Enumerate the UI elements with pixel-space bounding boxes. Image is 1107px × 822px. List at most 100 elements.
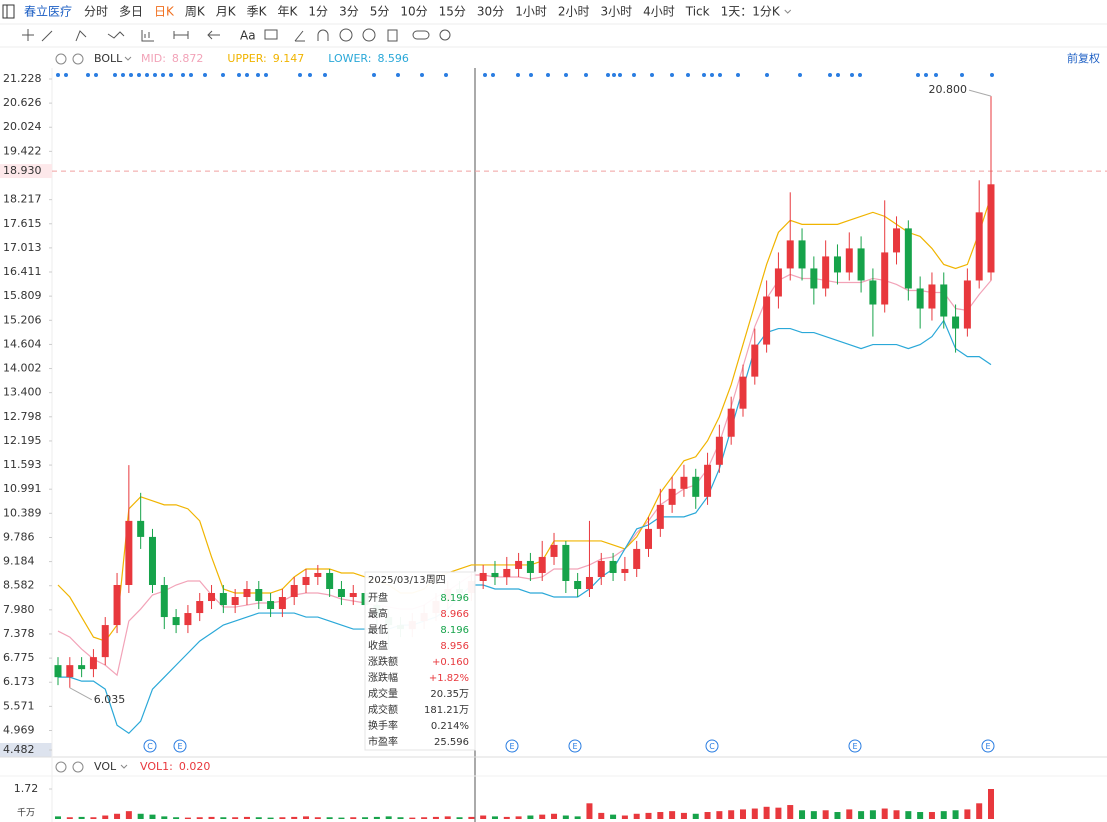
event-dot[interactable] — [483, 73, 487, 77]
event-dot[interactable] — [584, 73, 588, 77]
period-tab[interactable]: 10分 — [400, 5, 427, 19]
event-dot[interactable] — [924, 73, 928, 77]
period-tab[interactable]: 1分 — [308, 5, 328, 19]
event-dot[interactable] — [169, 73, 173, 77]
event-dot[interactable] — [137, 73, 141, 77]
volume-settings[interactable] — [55, 761, 67, 773]
indicator-close[interactable] — [72, 53, 84, 65]
event-dot[interactable] — [372, 73, 376, 77]
period-tab[interactable]: Tick — [685, 5, 710, 19]
event-dot[interactable] — [990, 73, 994, 77]
event-dot[interactable] — [221, 73, 225, 77]
panel-icon[interactable] — [2, 4, 15, 19]
event-marker[interactable] — [848, 739, 862, 753]
event-dot[interactable] — [491, 73, 495, 77]
wave-tool[interactable] — [107, 31, 125, 39]
event-dot[interactable] — [264, 73, 268, 77]
move-tool[interactable] — [22, 29, 34, 41]
path-tool[interactable] — [75, 30, 87, 42]
period-tab[interactable]: 周K — [185, 5, 206, 19]
event-dot[interactable] — [161, 73, 165, 77]
event-dot[interactable] — [686, 73, 690, 77]
event-dot[interactable] — [618, 73, 622, 77]
event-dot[interactable] — [632, 73, 636, 77]
period-tab[interactable]: 多日 — [119, 5, 143, 19]
magnet-tool[interactable] — [317, 29, 329, 41]
event-dot[interactable] — [516, 73, 520, 77]
event-dot[interactable] — [129, 73, 133, 77]
event-dot[interactable] — [121, 73, 125, 77]
event-dot[interactable] — [765, 73, 769, 77]
period-tab[interactable]: 30分 — [477, 5, 504, 19]
event-marker[interactable] — [173, 739, 187, 753]
period-tab[interactable]: 日K — [154, 5, 175, 19]
event-dot[interactable] — [710, 73, 714, 77]
period-tab[interactable]: 15分 — [439, 5, 466, 19]
event-dot[interactable] — [308, 73, 312, 77]
event-dot[interactable] — [181, 73, 185, 77]
period-tab[interactable]: 1天：1分K — [721, 5, 781, 19]
range-tool[interactable] — [173, 31, 189, 39]
event-dot[interactable] — [245, 73, 249, 77]
volume-close[interactable] — [72, 761, 84, 773]
event-dot[interactable] — [189, 73, 193, 77]
event-dot[interactable] — [145, 73, 149, 77]
event-dot[interactable] — [203, 73, 207, 77]
settings-tool[interactable] — [439, 29, 451, 41]
angle-tool[interactable] — [294, 30, 305, 42]
event-dot[interactable] — [960, 73, 964, 77]
period-tab[interactable]: 季K — [247, 5, 268, 19]
event-marker[interactable] — [505, 739, 519, 753]
event-marker[interactable] — [981, 739, 995, 753]
period-tab[interactable]: 年K — [278, 5, 299, 19]
event-dot[interactable] — [420, 73, 424, 77]
event-marker[interactable] — [568, 739, 582, 753]
event-dot[interactable] — [858, 73, 862, 77]
event-dot[interactable] — [113, 73, 117, 77]
event-dot[interactable] — [444, 73, 448, 77]
toggle-tool[interactable] — [412, 30, 430, 40]
period-tab[interactable]: 2小时 — [558, 5, 590, 19]
event-dot[interactable] — [934, 73, 938, 77]
event-dot[interactable] — [237, 73, 241, 77]
period-tab[interactable]: 月K — [216, 5, 237, 19]
stock-name[interactable]: 春立医疗 — [24, 4, 72, 19]
indicator-settings[interactable] — [55, 53, 67, 65]
event-dot[interactable] — [612, 73, 616, 77]
event-dot[interactable] — [94, 73, 98, 77]
event-dot[interactable] — [153, 73, 157, 77]
delete-tool[interactable] — [387, 29, 398, 42]
event-dot[interactable] — [564, 73, 568, 77]
event-dot[interactable] — [798, 73, 802, 77]
period-tab[interactable]: 5分 — [370, 5, 390, 19]
event-marker[interactable] — [143, 739, 157, 753]
hide-tool[interactable] — [362, 28, 376, 42]
period-tab[interactable]: 分时 — [84, 5, 108, 19]
arrow-tool[interactable] — [207, 30, 220, 40]
event-dot[interactable] — [650, 73, 654, 77]
period-tab[interactable]: 1小时 — [515, 5, 547, 19]
adjust-mode[interactable]: 前复权 — [1067, 51, 1100, 65]
event-marker[interactable] — [705, 739, 719, 753]
event-dot[interactable] — [670, 73, 674, 77]
measure-tool[interactable] — [141, 30, 154, 42]
event-dot[interactable] — [86, 73, 90, 77]
event-dot[interactable] — [298, 73, 302, 77]
lock-tool[interactable] — [339, 28, 353, 42]
event-dot[interactable] — [606, 73, 610, 77]
period-tab[interactable]: 3分 — [339, 5, 359, 19]
event-dot[interactable] — [256, 73, 260, 77]
font-tool[interactable]: Aa — [240, 29, 256, 43]
event-dot[interactable] — [396, 73, 400, 77]
event-dot[interactable] — [56, 73, 60, 77]
event-dot[interactable] — [702, 73, 706, 77]
period-tab[interactable]: 3小时 — [600, 5, 632, 19]
event-dot[interactable] — [323, 73, 327, 77]
event-dot[interactable] — [546, 73, 550, 77]
event-dot[interactable] — [529, 73, 533, 77]
event-dot[interactable] — [836, 73, 840, 77]
event-dot[interactable] — [718, 73, 722, 77]
event-dot[interactable] — [828, 73, 832, 77]
line-tool[interactable] — [41, 30, 53, 42]
event-dot[interactable] — [850, 73, 854, 77]
